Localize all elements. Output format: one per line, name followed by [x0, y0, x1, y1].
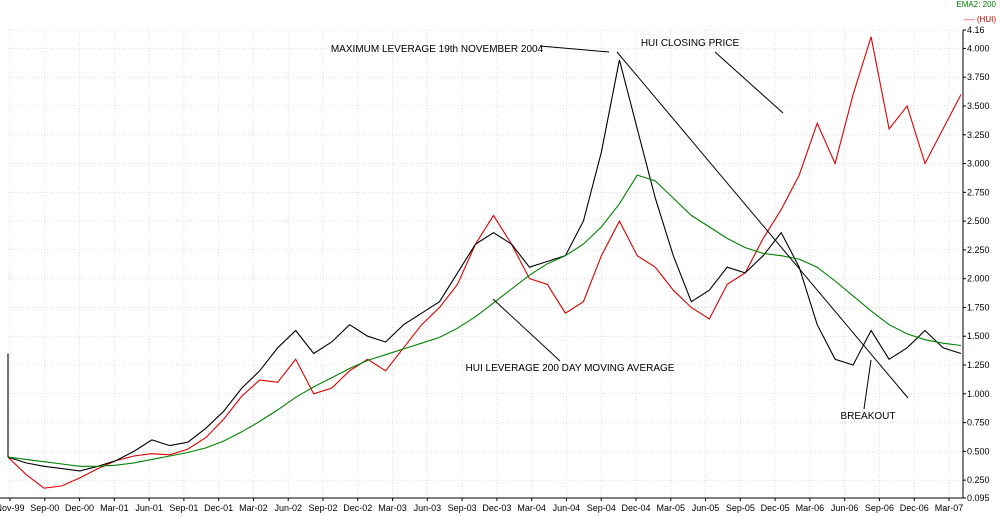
- x-tick-label: Jun-04: [553, 503, 581, 513]
- y-tick-label: 3.250: [967, 130, 990, 140]
- annotation-hui-closing-price-pointer: [714, 51, 784, 114]
- x-tick-label: Jun-01: [135, 503, 163, 513]
- y-tick-label: 0.500: [967, 446, 990, 456]
- y-tick-label: 1.250: [967, 360, 990, 370]
- annotation-breakout: BREAKOUT: [840, 411, 895, 422]
- series-ema-200: [7, 174, 962, 467]
- y-axis: 0.095 0.250 0.500 0.750 1.000 1.250 1.500 1.750…: [962, 25, 990, 503]
- x-tick-label: Dec-00: [65, 503, 94, 513]
- y-tick-label: 1.500: [967, 331, 990, 341]
- x-tick-label: Sep-05: [726, 503, 755, 513]
- x-tick-label: Jun-02: [274, 503, 302, 513]
- y-tick-label: 0.750: [967, 418, 990, 428]
- x-axis: Nov-99 Sep-00 Dec-00 Mar-01 Jun-01 Sep-01 Dec-…: [0, 497, 964, 513]
- x-tick-label: Mar-02: [239, 503, 268, 513]
- legend-hui: ---- (HUI): [964, 15, 996, 24]
- x-tick-label: Sep-04: [587, 503, 616, 513]
- x-tick-label: Dec-05: [761, 503, 790, 513]
- x-tick-label: Jun-06: [831, 503, 859, 513]
- x-tick-label: Sep-00: [30, 503, 59, 513]
- grid: [8, 29, 963, 499]
- x-tick-label: Sep-06: [865, 503, 894, 513]
- x-tick-label: Nov-99: [0, 503, 25, 513]
- x-tick-label: Mar-07: [935, 503, 964, 513]
- x-tick-label: Sep-02: [308, 503, 337, 513]
- y-tick-label: 4.16: [967, 25, 985, 35]
- y-tick-label: 3.500: [967, 101, 990, 111]
- series-group: [7, 36, 962, 489]
- annotation-moving-average: HUI LEVERAGE 200 DAY MOVING AVERAGE: [466, 363, 675, 374]
- y-tick-label: 2.250: [967, 245, 990, 255]
- x-tick-label: Dec-01: [204, 503, 233, 513]
- x-tick-label: Dec-03: [482, 503, 511, 513]
- x-tick-label: Dec-04: [621, 503, 650, 513]
- x-tick-label: Mar-06: [796, 503, 825, 513]
- x-tick-label: Mar-05: [657, 503, 686, 513]
- series-leverage: [7, 59, 962, 472]
- y-tick-label: 0.095: [967, 493, 990, 503]
- annotation-max-leverage-pointer: [539, 45, 610, 53]
- annotation-hui-closing-price: HUI CLOSING PRICE: [641, 38, 740, 49]
- x-tick-label: Dec-06: [900, 503, 929, 513]
- annotation-moving-average-pointer: [492, 298, 561, 362]
- y-tick-label: 0.250: [967, 475, 990, 485]
- x-tick-label: Mar-04: [517, 503, 546, 513]
- y-tick-label: 2.500: [967, 216, 990, 226]
- y-tick-label: 2.750: [967, 187, 990, 197]
- x-tick-label: Sep-03: [448, 503, 477, 513]
- x-tick-label: Dec-02: [343, 503, 372, 513]
- annotation-max-leverage: MAXIMUM LEVERAGE 19th NOVEMBER 2004: [331, 44, 544, 55]
- y-tick-label: 2.000: [967, 274, 990, 284]
- annotation-breakout-pointer: [863, 359, 872, 410]
- x-tick-label: Sep-01: [169, 503, 198, 513]
- x-tick-label: Mar-03: [378, 503, 407, 513]
- y-tick-label: 1.750: [967, 302, 990, 312]
- annotations: MAXIMUM LEVERAGE 19th NOVEMBER 2004 HUI C…: [331, 38, 909, 422]
- legend: EMA2: 200 ---- (HUI): [956, 0, 996, 24]
- legend-ema: EMA2: 200: [956, 0, 996, 9]
- y-tick-label: 3.750: [967, 72, 990, 82]
- y-tick-label: 4.000: [967, 43, 990, 53]
- y-tick-label: 1.000: [967, 389, 990, 399]
- x-tick-label: Jun-05: [692, 503, 720, 513]
- trendline: [616, 51, 909, 399]
- series-hui: [7, 36, 962, 489]
- x-tick-label: Mar-01: [100, 503, 129, 513]
- x-tick-label: Jun-03: [414, 503, 442, 513]
- y-tick-label: 3.000: [967, 159, 990, 169]
